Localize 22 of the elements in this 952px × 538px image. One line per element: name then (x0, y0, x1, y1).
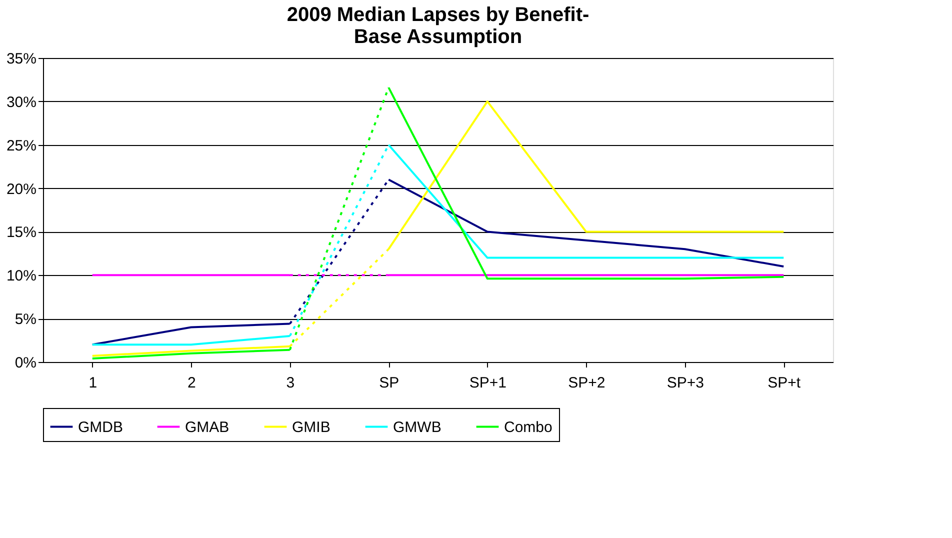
y-tick-label: 15% (6, 224, 36, 242)
x-tick-label: SP+1 (469, 374, 506, 392)
y-tick-label: 30% (6, 94, 36, 111)
x-tick-label: SP (379, 374, 400, 392)
x-tick-label: SP+2 (568, 374, 606, 392)
y-tick-label: 0% (14, 354, 36, 372)
x-tick-label: SP+3 (666, 374, 704, 392)
y-tick-label: 5% (14, 311, 36, 328)
legend-label: GMDB (78, 418, 123, 436)
x-tick-label: 1 (88, 374, 98, 392)
legend-label: GMIB (292, 418, 330, 436)
legend-label: GMAB (185, 418, 230, 436)
x-tick-label: SP+t (768, 374, 802, 392)
legend-label: Combo (504, 418, 552, 436)
x-tick-label: 2 (187, 374, 196, 392)
legend-label: GMWB (393, 418, 442, 436)
y-tick-label: 25% (6, 137, 36, 154)
y-tick-label: 10% (6, 268, 36, 285)
x-tick-label: 3 (286, 374, 295, 392)
y-tick-label: 35% (6, 50, 36, 68)
y-tick-label: 20% (6, 180, 36, 198)
chart-title: 2009 Median Lapses by Benefit- Base Assumption (286, 4, 590, 48)
